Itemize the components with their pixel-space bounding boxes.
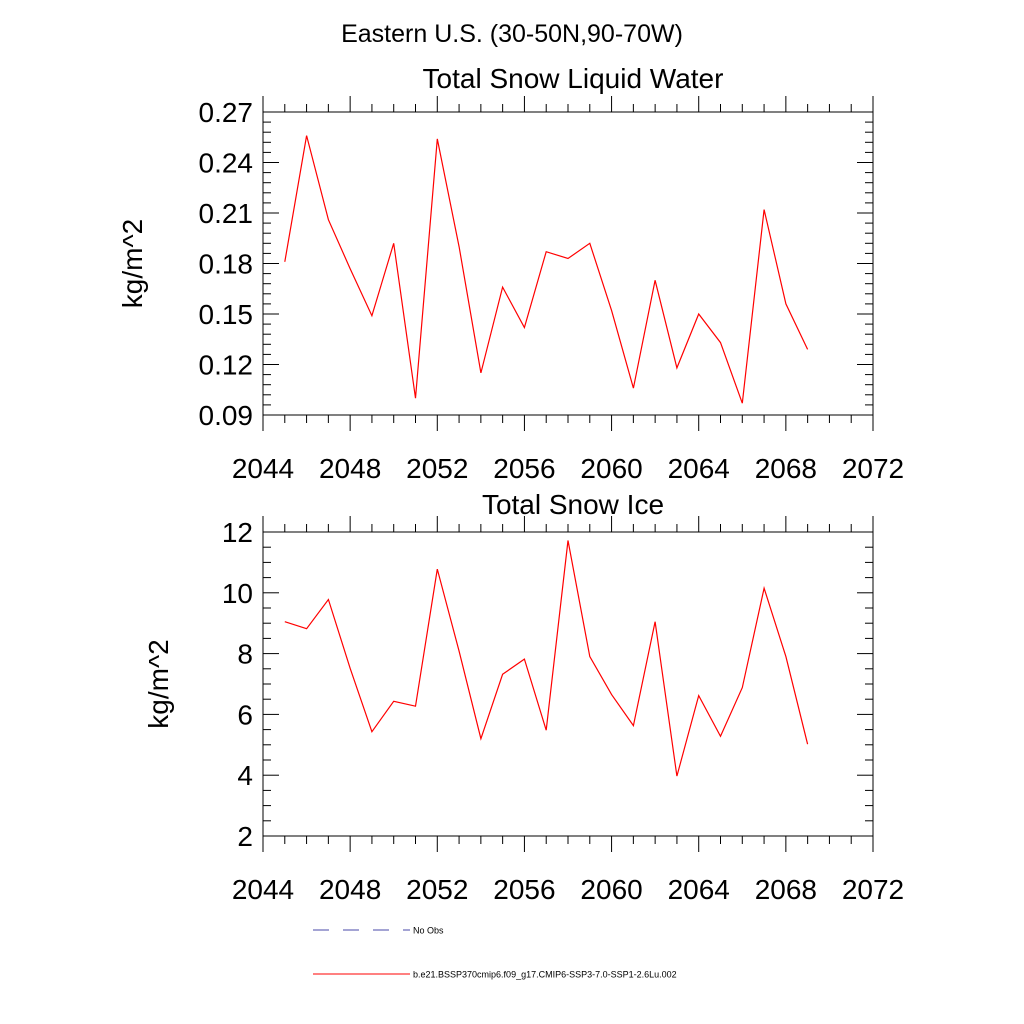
y-tick-label: 0.15: [199, 299, 254, 330]
data-point: [763, 208, 766, 211]
y-tick-label: 0.18: [199, 249, 254, 280]
data-point: [392, 242, 395, 245]
x-tick-label: 2072: [842, 453, 904, 484]
x-tick-label: 2068: [755, 874, 817, 905]
data-point: [305, 627, 308, 630]
x-tick-label: 2056: [493, 874, 555, 905]
data-point: [719, 341, 722, 344]
data-point: [283, 620, 286, 623]
x-tick-label: 2056: [493, 453, 555, 484]
data-point: [458, 650, 461, 653]
data-point: [697, 694, 700, 697]
data-point: [414, 397, 417, 400]
data-point: [632, 724, 635, 727]
y-tick-label: 8: [237, 639, 253, 670]
data-point: [523, 326, 526, 329]
data-point: [784, 302, 787, 305]
x-tick-label: 2044: [232, 874, 294, 905]
data-point: [588, 242, 591, 245]
series-line: [284, 540, 809, 777]
data-point: [806, 743, 809, 746]
x-tick-label: 2044: [232, 453, 294, 484]
data-point: [458, 245, 461, 248]
x-tick-label: 2052: [406, 874, 468, 905]
data-point: [697, 313, 700, 316]
data-point: [370, 730, 373, 733]
data-point: [523, 658, 526, 661]
data-point: [283, 260, 286, 263]
data-point: [741, 686, 744, 689]
y-tick-label: 0.27: [199, 97, 254, 128]
data-point: [436, 568, 439, 571]
y-tick-label: 0.09: [199, 400, 254, 431]
plot-frame: [262, 111, 874, 416]
data-point: [392, 700, 395, 703]
data-point: [414, 705, 417, 708]
y-tick-label: 4: [237, 760, 253, 791]
data-point: [501, 673, 504, 676]
data-point: [675, 775, 678, 778]
x-tick-label: 2064: [668, 874, 730, 905]
data-point: [349, 267, 352, 270]
y-axis-label: kg/m^2: [117, 219, 148, 308]
data-point: [501, 286, 504, 289]
data-point: [327, 598, 330, 601]
data-point: [436, 137, 439, 140]
legend-label-model: b.e21.BSSP370cmip6.f09_g17.CMIP6-SSP3-7.…: [413, 970, 677, 980]
chart-title: Total Snow Liquid Water: [423, 63, 724, 94]
x-tick-label: 2060: [580, 453, 642, 484]
y-tick-label: 12: [222, 517, 253, 548]
panel-total-snow-liquid-water: Total Snow Liquid Water kg/m^2 2044 2048 205…: [117, 63, 904, 484]
x-tick-label: 2048: [319, 874, 381, 905]
legend-label-no-obs: No Obs: [413, 926, 444, 936]
legend: No Obs b.e21.BSSP370cmip6.f09_g17.CMIP6-…: [313, 926, 677, 980]
plot-frame: [262, 531, 874, 837]
data-point: [479, 371, 482, 374]
data-point: [567, 257, 570, 260]
data-point: [370, 314, 373, 317]
data-point: [654, 620, 657, 623]
data-point: [610, 693, 613, 696]
data-point: [806, 348, 809, 351]
y-tick-label: 6: [237, 699, 253, 730]
data-point: [719, 735, 722, 738]
data-point: [588, 655, 591, 658]
y-tick-label: 0.21: [199, 198, 254, 229]
data-point: [305, 134, 308, 137]
data-point: [545, 729, 548, 732]
data-point: [327, 218, 330, 221]
y-tick-label: 0.24: [199, 148, 254, 179]
x-tick-label: 2048: [319, 453, 381, 484]
data-point: [349, 667, 352, 670]
y-tick-label: 0.12: [199, 350, 254, 381]
x-tick-label: 2052: [406, 453, 468, 484]
x-tick-label: 2064: [668, 453, 730, 484]
data-point: [654, 279, 657, 282]
y-axis-label: kg/m^2: [143, 639, 174, 728]
data-point: [610, 309, 613, 312]
data-point: [741, 402, 744, 405]
series-line: [284, 135, 809, 404]
x-tick-label: 2072: [842, 874, 904, 905]
data-point: [479, 737, 482, 740]
data-point: [784, 655, 787, 658]
region-title: Eastern U.S. (30-50N,90-70W): [341, 20, 683, 48]
panel-total-snow-ice: Total Snow Ice kg/m^2 2044 2048 2052 2056 2060…: [143, 489, 904, 905]
chart-title: Total Snow Ice: [482, 489, 664, 520]
data-point: [632, 387, 635, 390]
x-tick-label: 2068: [755, 453, 817, 484]
data-point: [567, 539, 570, 542]
data-point: [763, 587, 766, 590]
data-point: [675, 366, 678, 369]
y-tick-label: 2: [237, 821, 253, 852]
y-tick-label: 10: [222, 578, 253, 609]
data-point: [545, 250, 548, 253]
x-tick-label: 2060: [580, 874, 642, 905]
